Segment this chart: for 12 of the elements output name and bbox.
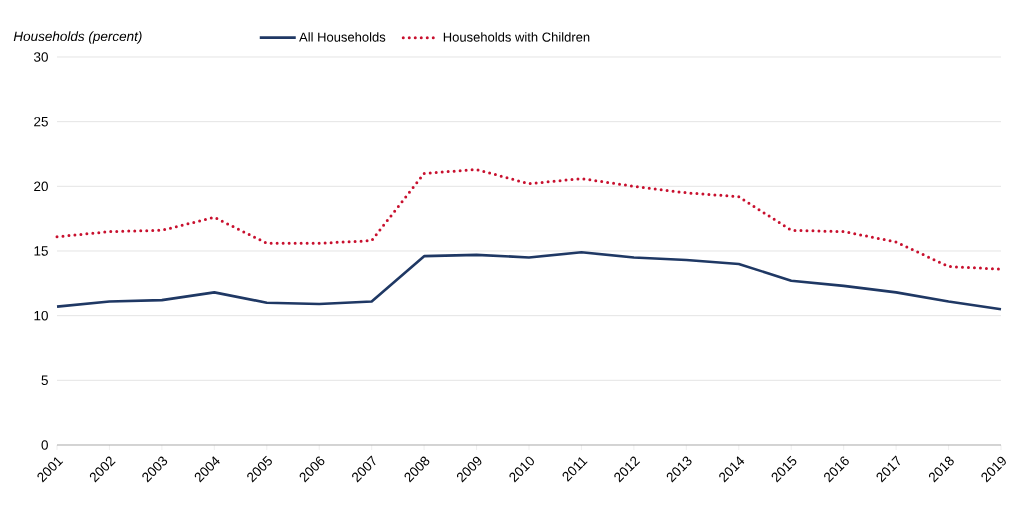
y-tick-label: 15 bbox=[34, 246, 48, 256]
legend-label: All Households bbox=[299, 32, 386, 42]
y-tick-label: 25 bbox=[34, 116, 48, 127]
line-series bbox=[55, 250, 1003, 311]
y-axis-title: Households (percent) bbox=[13, 31, 142, 44]
y-tick-label: 0 bbox=[41, 440, 48, 450]
y-tick-label: 5 bbox=[41, 375, 48, 386]
line-series bbox=[55, 168, 1003, 271]
y-tick-label: 20 bbox=[34, 181, 48, 192]
y-tick-label: 30 bbox=[33, 52, 48, 62]
y-tick-label: 10 bbox=[34, 310, 48, 321]
legend-label: Households with Children bbox=[443, 32, 590, 42]
